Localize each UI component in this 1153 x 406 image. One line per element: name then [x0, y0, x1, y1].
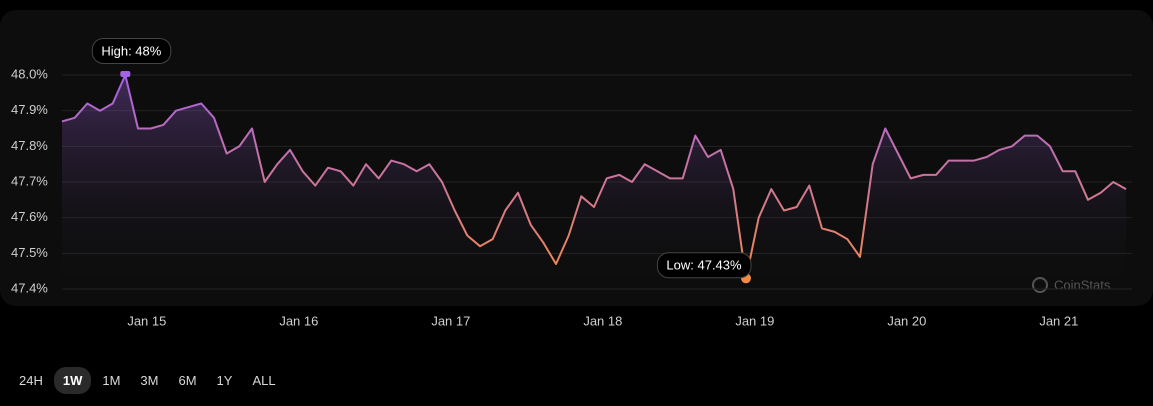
line: [61, 74, 1127, 280]
y-tick-label: 47.4%: [11, 280, 48, 295]
range-button[interactable]: 6M: [178, 373, 197, 388]
x-tick-label: Jan 19: [735, 313, 774, 328]
range-button[interactable]: 3M: [140, 373, 159, 388]
y-tick-label: 47.9%: [11, 102, 48, 117]
area: [62, 75, 1126, 289]
x-tick-label: Jan 21: [1039, 313, 1078, 328]
x-tick-label: Jan 15: [127, 313, 166, 328]
high-label: High: 48%: [101, 43, 161, 58]
x-tick-label: Jan 17: [431, 313, 470, 328]
range-buttons: 24H 1W 1M 3M 6M 1Y ALL: [10, 367, 285, 394]
y-tick-label: 47.6%: [11, 209, 48, 224]
range-button[interactable]: ALL: [252, 373, 276, 388]
high-tooltip: [91, 37, 172, 64]
x-tick-label: Jan 16: [279, 313, 318, 328]
x-tick-label: Jan 18: [583, 313, 622, 328]
range-button[interactable]: 24H: [19, 373, 43, 388]
x-tick-label: Jan 20: [887, 313, 926, 328]
high-marker: [120, 71, 131, 77]
range-button[interactable]: 1Y: [216, 373, 233, 388]
low-label: Low: 47.43%: [666, 258, 742, 273]
y-tick-label: 47.8%: [11, 138, 48, 153]
y-tick-label: 48.0%: [11, 66, 48, 81]
y-tick-label: 47.7%: [11, 173, 48, 188]
y-tick-label: 47.5%: [11, 245, 48, 260]
range-button[interactable]: 1M: [102, 373, 121, 388]
range-button[interactable]: 1W: [53, 367, 92, 394]
low-tooltip: [656, 252, 752, 279]
